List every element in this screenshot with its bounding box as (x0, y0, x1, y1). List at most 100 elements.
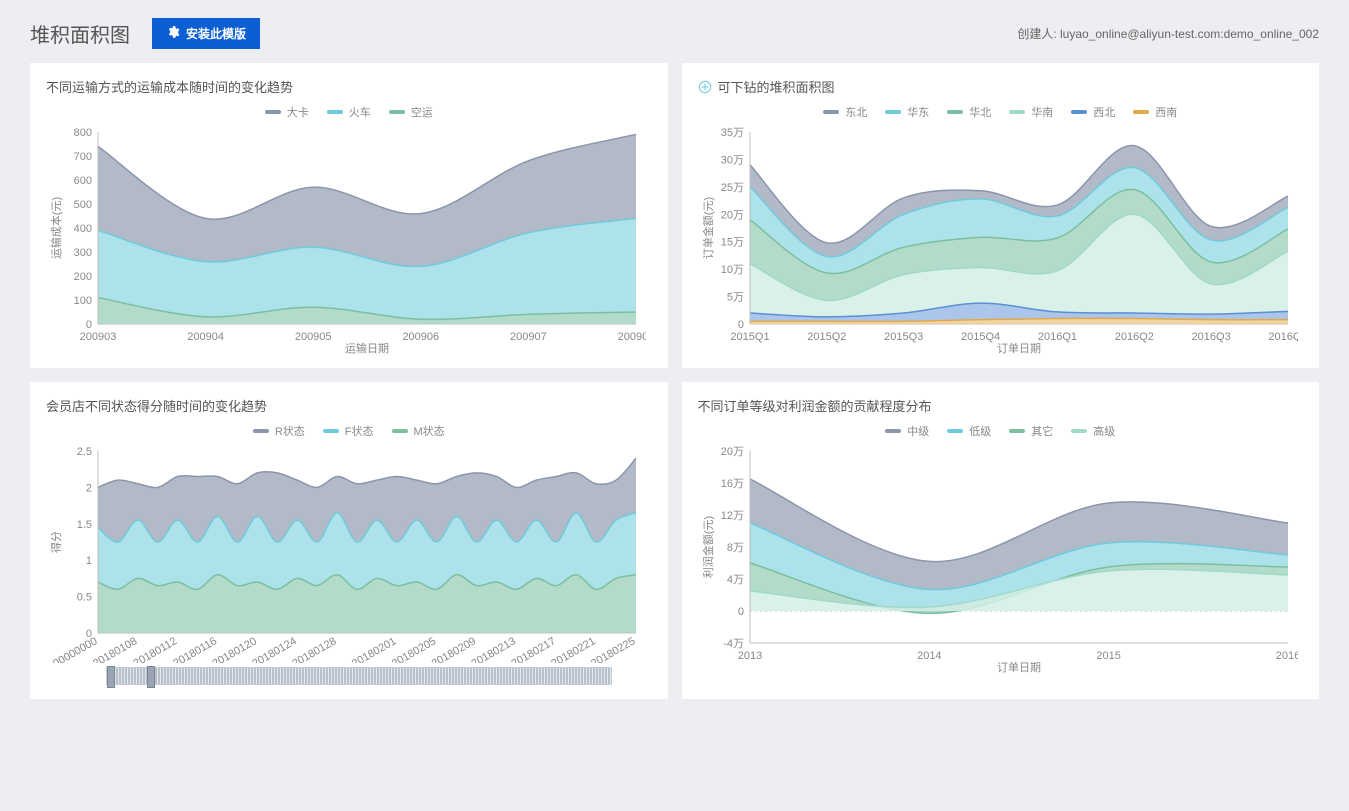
legend-label: 西北 (1093, 104, 1115, 120)
legend-item[interactable]: M状态 (392, 423, 445, 439)
svg-text:2016Q4: 2016Q4 (1268, 331, 1298, 343)
legend-swatch (1071, 429, 1087, 433)
svg-text:200908: 200908 (618, 331, 646, 343)
svg-text:4万: 4万 (726, 574, 743, 586)
svg-text:2016: 2016 (1275, 650, 1297, 662)
chart1-canvas[interactable]: 0100200300400500600700800200903200904200… (46, 124, 646, 354)
svg-text:订单日期: 订单日期 (997, 661, 1041, 673)
legend-item[interactable]: 西北 (1071, 104, 1115, 120)
svg-text:2015: 2015 (1096, 650, 1120, 662)
legend-swatch (253, 429, 269, 433)
legend-swatch (1009, 110, 1025, 114)
legend-label: 西南 (1155, 104, 1177, 120)
legend-item[interactable]: 华东 (885, 104, 929, 120)
svg-text:400: 400 (74, 223, 92, 235)
svg-text:200903: 200903 (80, 331, 117, 343)
svg-text:30万: 30万 (720, 154, 743, 166)
svg-text:2.5: 2.5 (77, 446, 92, 458)
legend-label: 华北 (969, 104, 991, 120)
page-title: 堆积面积图 (30, 19, 130, 48)
legend-swatch (885, 110, 901, 114)
svg-text:1.5: 1.5 (77, 519, 92, 531)
svg-text:1: 1 (86, 555, 92, 567)
legend-swatch (392, 429, 408, 433)
svg-text:利润金额(元): 利润金额(元) (701, 516, 715, 578)
chart2-title-row: 可下钻的堆积面积图 (698, 77, 1304, 96)
svg-text:200905: 200905 (295, 331, 332, 343)
page-header: 堆积面积图 安装此模版 创建人: luyao_online@aliyun-tes… (0, 0, 1349, 63)
svg-text:100: 100 (74, 295, 92, 307)
drill-icon[interactable] (698, 80, 712, 94)
legend-swatch (947, 429, 963, 433)
legend-item[interactable]: 华北 (947, 104, 991, 120)
legend-label: 其它 (1031, 423, 1053, 439)
svg-text:800: 800 (74, 127, 92, 139)
legend-swatch (947, 110, 963, 114)
svg-text:700: 700 (74, 151, 92, 163)
svg-text:2015Q2: 2015Q2 (807, 331, 846, 343)
legend-swatch (823, 110, 839, 114)
card-profit-distribution: 不同订单等级对利润金额的贡献程度分布 中级 低级 其它 高级 -4万 0 4万 8万 12万 1… (682, 382, 1320, 699)
time-brush[interactable] (106, 667, 612, 685)
legend-item[interactable]: 其它 (1009, 423, 1053, 439)
svg-text:16万: 16万 (720, 478, 743, 490)
svg-text:15万: 15万 (720, 237, 743, 249)
chart4-title: 不同订单等级对利润金额的贡献程度分布 (698, 396, 1304, 415)
svg-text:2016Q3: 2016Q3 (1191, 331, 1230, 343)
svg-text:2015Q1: 2015Q1 (730, 331, 769, 343)
svg-text:200904: 200904 (187, 331, 224, 343)
svg-text:35万: 35万 (720, 127, 743, 139)
svg-text:2015Q3: 2015Q3 (884, 331, 923, 343)
legend-swatch (1071, 110, 1087, 114)
svg-text:600: 600 (74, 175, 92, 187)
legend-item[interactable]: 东北 (823, 104, 867, 120)
legend-label: M状态 (414, 423, 445, 439)
legend-item[interactable]: 大卡 (265, 104, 309, 120)
legend-label: R状态 (275, 423, 305, 439)
legend-swatch (323, 429, 339, 433)
card-member-status: 会员店不同状态得分随时间的变化趋势 R状态F状态M状态 00.511.522.5… (30, 382, 668, 699)
svg-text:-4万: -4万 (723, 638, 744, 650)
chart1-title: 不同运输方式的运输成本随时间的变化趋势 (46, 77, 652, 96)
legend-label: 中级 (907, 423, 929, 439)
legend-item[interactable]: 西南 (1133, 104, 1177, 120)
legend-label: 火车 (349, 104, 371, 120)
legend-item[interactable]: F状态 (323, 423, 374, 439)
svg-text:200: 200 (74, 271, 92, 283)
legend-label: 空运 (411, 104, 433, 120)
legend-item[interactable]: 火车 (327, 104, 371, 120)
svg-text:8万: 8万 (726, 542, 743, 554)
legend-item[interactable]: 高级 (1071, 423, 1115, 439)
legend-item[interactable]: 低级 (947, 423, 991, 439)
chart3-canvas[interactable]: 00.511.522.50000000020180108201801122018… (46, 443, 646, 663)
svg-text:10万: 10万 (720, 264, 743, 276)
legend-label: 华南 (1031, 104, 1053, 120)
legend-item[interactable]: 空运 (389, 104, 433, 120)
brush-handle-right[interactable] (147, 666, 155, 688)
svg-text:20180225: 20180225 (589, 635, 637, 663)
svg-text:运输日期: 运输日期 (345, 341, 389, 354)
chart2-canvas[interactable]: 05万10万15万20万25万30万35万2015Q12015Q22015Q32… (698, 124, 1298, 354)
legend-swatch (1133, 110, 1149, 114)
svg-text:2016Q1: 2016Q1 (1037, 331, 1076, 343)
brush-handle-left[interactable] (107, 666, 115, 688)
svg-text:200907: 200907 (510, 331, 547, 343)
install-template-button[interactable]: 安装此模版 (152, 18, 260, 49)
legend-swatch (389, 110, 405, 114)
svg-text:0: 0 (737, 319, 743, 331)
legend-item[interactable]: 中级 (885, 423, 929, 439)
legend-item[interactable]: R状态 (253, 423, 305, 439)
creator-label: 创建人: luyao_online@aliyun-test.com:demo_o… (1017, 25, 1319, 42)
svg-text:2015Q4: 2015Q4 (960, 331, 999, 343)
chart1-legend: 大卡 火车 空运 (46, 104, 652, 120)
svg-text:运输成本(元): 运输成本(元) (49, 197, 63, 259)
install-button-label: 安装此模版 (186, 25, 246, 42)
legend-item[interactable]: 华南 (1009, 104, 1053, 120)
svg-text:12万: 12万 (720, 510, 743, 522)
svg-text:0: 0 (737, 606, 743, 618)
svg-text:订单金额(元): 订单金额(元) (701, 197, 715, 259)
svg-text:25万: 25万 (720, 182, 743, 194)
legend-label: F状态 (345, 423, 374, 439)
svg-text:20万: 20万 (720, 446, 743, 458)
chart4-canvas[interactable]: -4万04万8万12万16万20万2013201420152016订单日期利润金… (698, 443, 1298, 673)
